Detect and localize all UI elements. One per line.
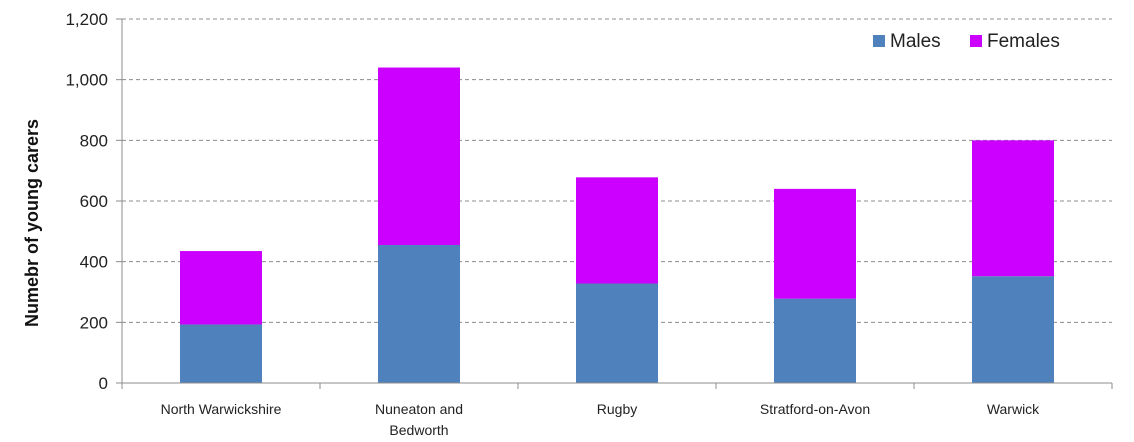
x-tick-labels: North Warwickshire Nuneaton and Bedworth Ru…	[161, 401, 1041, 438]
bar-males	[972, 276, 1054, 383]
x-tick-label: Nuneaton and	[375, 401, 463, 417]
y-tick-label: 0	[99, 374, 108, 393]
bar-females	[972, 140, 1054, 277]
legend-swatch-males	[873, 35, 885, 47]
legend-swatch-females	[970, 35, 982, 47]
y-tick-labels: 0 200 400 600 800 1,000 1,200	[65, 10, 108, 393]
y-tick-label: 1,200	[65, 10, 108, 29]
x-tick-label: Rugby	[597, 401, 637, 417]
x-tick-label: Bedworth	[389, 422, 448, 438]
bar-females	[774, 188, 856, 299]
x-tick-label: Stratford-on-Avon	[760, 401, 870, 417]
y-tick-label: 800	[80, 131, 108, 150]
y-tick-label: 200	[80, 313, 108, 332]
bar-females	[576, 177, 658, 284]
y-tick-label: 400	[80, 253, 108, 272]
bar-females	[378, 67, 460, 245]
bar-males	[378, 244, 460, 383]
bar-females	[180, 251, 262, 325]
x-tick-label: Warwick	[987, 401, 1040, 417]
y-tick-label: 1,000	[65, 71, 108, 90]
legend: Males Females	[873, 31, 1060, 52]
axes	[116, 18, 1113, 389]
y-axis-title: Numebr of young carers	[22, 119, 42, 327]
gridlines	[122, 18, 1112, 323]
bars	[180, 67, 1054, 383]
legend-label-females: Females	[987, 31, 1060, 52]
bar-males	[576, 283, 658, 383]
bar-males	[774, 298, 856, 383]
y-tick-label: 600	[80, 192, 108, 211]
legend-label-males: Males	[890, 31, 941, 52]
bar-males	[180, 324, 262, 383]
x-tick-label: North Warwickshire	[161, 401, 282, 417]
